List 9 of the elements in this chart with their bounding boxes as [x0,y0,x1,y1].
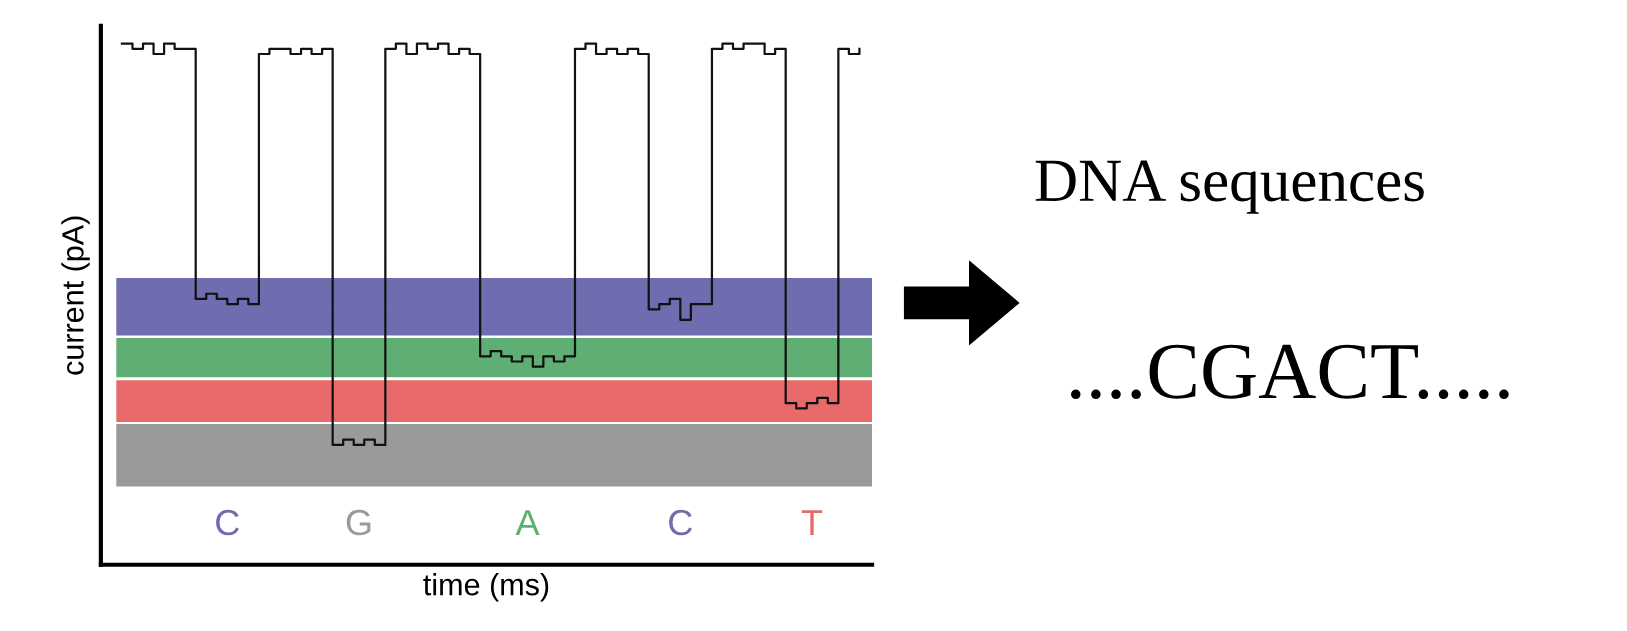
x-axis-title: time (ms) [423,573,549,602]
band-label: G [346,509,371,536]
text: ....CGACT..... [1071,344,1509,400]
band-label: C [216,509,239,536]
y-axis-title: current (pA) [61,216,90,375]
band-label: A [515,510,540,535]
band-label: T [801,510,823,535]
text: DNA sequences [1035,160,1424,214]
text: C [669,509,692,536]
